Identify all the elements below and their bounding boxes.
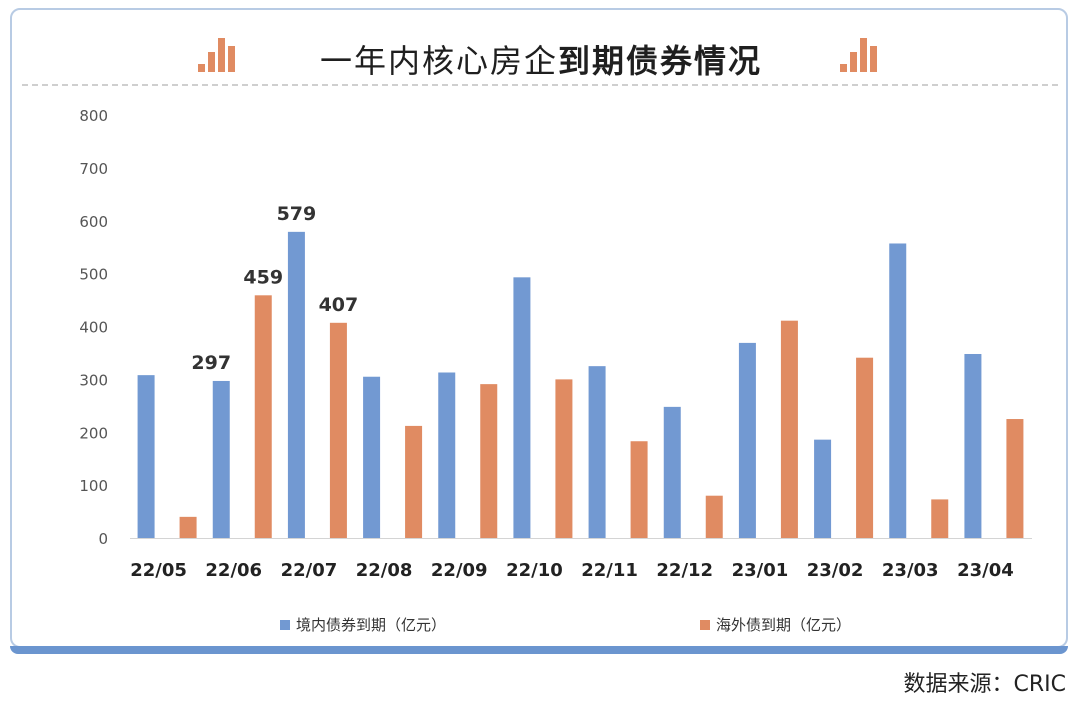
bar-domestic bbox=[363, 376, 381, 538]
x-tick-label: 22/05 bbox=[130, 560, 187, 581]
x-tick-label: 23/03 bbox=[882, 560, 939, 581]
legend-swatch-domestic bbox=[280, 619, 290, 630]
bar-overseas bbox=[856, 357, 874, 538]
x-tick-label: 23/02 bbox=[807, 560, 864, 581]
bar-overseas bbox=[179, 516, 197, 538]
y-tick-label: 400 bbox=[79, 319, 108, 337]
card-bottom-bar bbox=[10, 646, 1068, 654]
data-label: 297 bbox=[191, 352, 231, 374]
y-tick-label: 300 bbox=[79, 371, 108, 389]
bar-domestic bbox=[663, 406, 681, 538]
y-tick-label: 100 bbox=[79, 477, 108, 495]
data-label: 459 bbox=[243, 266, 283, 288]
bar-overseas bbox=[705, 495, 723, 538]
x-tick-label: 22/11 bbox=[581, 560, 638, 581]
y-tick-label: 700 bbox=[79, 160, 108, 178]
bar-domestic bbox=[287, 231, 305, 538]
data-label: 407 bbox=[319, 294, 359, 316]
bar-overseas bbox=[630, 441, 648, 538]
y-tick-label: 600 bbox=[79, 213, 108, 231]
bar-domestic bbox=[814, 439, 832, 538]
bar-domestic bbox=[889, 243, 907, 538]
y-tick-label: 500 bbox=[79, 266, 108, 284]
bar-overseas bbox=[480, 384, 498, 538]
bar-overseas bbox=[1006, 419, 1024, 538]
y-tick-label: 800 bbox=[79, 107, 108, 125]
x-tick-label: 23/01 bbox=[732, 560, 789, 581]
bar-domestic bbox=[964, 353, 982, 538]
title-row: 一年内核心房企到期债券情况 bbox=[12, 32, 1066, 88]
x-tick-label: 22/09 bbox=[431, 560, 488, 581]
legend-label-overseas: 海外债到期（亿元） bbox=[716, 616, 852, 634]
y-tick-label: 200 bbox=[79, 424, 108, 442]
bar-overseas bbox=[405, 425, 423, 538]
legend-label-domestic: 境内债券到期（亿元） bbox=[296, 616, 447, 634]
bar-overseas bbox=[931, 499, 949, 538]
bar-overseas bbox=[254, 295, 272, 538]
x-tick-label: 22/07 bbox=[281, 560, 338, 581]
x-tick-label: 22/10 bbox=[506, 560, 563, 581]
title-divider bbox=[22, 84, 1058, 86]
bar-domestic bbox=[212, 380, 230, 538]
bar-domestic bbox=[438, 372, 456, 538]
x-tick-label: 23/04 bbox=[957, 560, 1014, 581]
bar-chart-icon bbox=[840, 32, 884, 72]
bar-domestic bbox=[513, 277, 531, 538]
data-source: 数据来源：CRIC bbox=[903, 672, 1067, 697]
x-tick-label: 22/06 bbox=[205, 560, 262, 581]
bar-domestic bbox=[137, 375, 155, 538]
bar-overseas bbox=[780, 320, 798, 538]
legend-item-domestic: 境内债券到期（亿元） bbox=[280, 614, 446, 635]
bar-domestic bbox=[738, 342, 756, 538]
bar-chart-icon bbox=[198, 32, 242, 72]
title-part2: 到期债券情况 bbox=[558, 42, 763, 80]
legend-swatch-overseas bbox=[700, 619, 710, 630]
x-tick-label: 22/08 bbox=[356, 560, 413, 581]
title-part1: 一年内核心房企 bbox=[319, 42, 558, 80]
chart-title: 一年内核心房企到期债券情况 bbox=[12, 36, 1066, 82]
x-tick-label: 22/12 bbox=[656, 560, 713, 581]
legend-item-overseas: 海外债到期（亿元） bbox=[700, 614, 851, 635]
data-label: 579 bbox=[277, 203, 317, 225]
bar-overseas bbox=[329, 322, 347, 538]
bar-overseas bbox=[555, 379, 573, 538]
y-tick-label: 0 bbox=[98, 530, 108, 548]
bar-domestic bbox=[588, 366, 606, 538]
